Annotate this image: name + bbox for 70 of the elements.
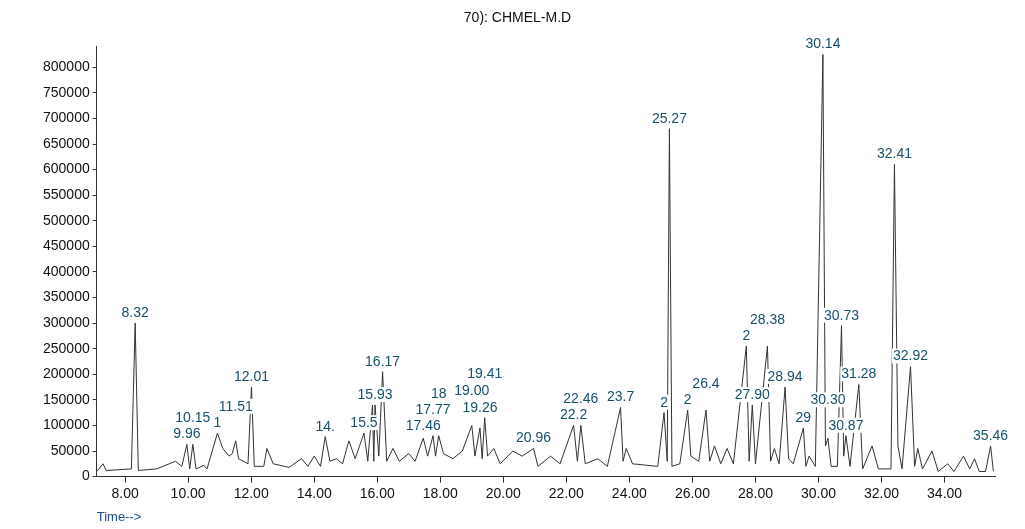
- x-tick-label: 32.00: [864, 484, 900, 501]
- annotation: 1: [213, 413, 222, 430]
- x-tick-label: 30.00: [800, 484, 837, 501]
- annotation: 23.7: [606, 388, 635, 405]
- annotation: 20.96: [516, 429, 552, 446]
- annotation: 15.5: [350, 413, 378, 430]
- annotation: 32.92: [893, 347, 929, 364]
- annotation: 9.96: [173, 425, 201, 442]
- y-tick-label: 400000: [43, 262, 90, 279]
- y-tick-label: 0: [81, 467, 90, 484]
- x-tick-label: 12.00: [233, 484, 269, 501]
- annotation: 31.28: [841, 365, 877, 382]
- annotation: 19.00: [454, 382, 490, 399]
- x-tick-label: 18.00: [422, 484, 458, 501]
- y-tick-label: 150000: [43, 390, 90, 407]
- annotation: 10.15: [175, 409, 211, 426]
- annotation: 17.46: [405, 417, 441, 434]
- x-tick-label: 26.00: [674, 484, 711, 501]
- annotation: 30.30: [810, 391, 846, 408]
- y-tick-label: 550000: [43, 186, 90, 203]
- x-tick-label: 16.00: [359, 484, 395, 501]
- annotation: 2: [683, 390, 692, 407]
- annotation: 18: [430, 384, 447, 401]
- annotation: 19.26: [462, 398, 498, 415]
- annotation: 35.46: [973, 426, 1009, 443]
- annotation: 16.17: [365, 352, 401, 369]
- y-tick-label: 800000: [43, 58, 90, 75]
- chart-title: 70): CHMEL-M.D: [463, 9, 572, 26]
- x-tick-label: 10.00: [170, 484, 206, 501]
- y-tick-label: 650000: [43, 134, 90, 151]
- y-tick-label: 700000: [43, 109, 90, 126]
- y-tick-label: 350000: [43, 288, 90, 305]
- annotation: 29: [795, 408, 812, 425]
- annotation: 2: [742, 326, 751, 343]
- annotation: 32.41: [876, 145, 913, 162]
- annotation: 30.14: [805, 35, 841, 52]
- annotation: 28.94: [767, 367, 803, 384]
- y-tick-label: 600000: [43, 160, 90, 177]
- annotation: 22.2: [559, 406, 588, 423]
- x-tick-label: 8.00: [111, 484, 139, 501]
- y-tick-label: 500000: [43, 211, 90, 228]
- annotation: 8.32: [121, 303, 150, 320]
- x-tick-label: 28.00: [737, 484, 774, 501]
- annotation: 26.4: [692, 374, 720, 391]
- annotation: 2: [660, 393, 669, 410]
- y-tick-label: 750000: [43, 83, 90, 100]
- annotation: 30.73: [823, 306, 860, 323]
- y-tick-label: 450000: [43, 237, 90, 254]
- x-tick-label: 20.00: [485, 484, 522, 501]
- y-tick-label: 50000: [50, 441, 90, 458]
- y-tick-label: 200000: [43, 365, 90, 382]
- annotation: 12.01: [233, 367, 270, 384]
- y-tick-label: 100000: [43, 416, 90, 433]
- annotation: 15.93: [357, 385, 393, 402]
- annotation: 27.90: [734, 385, 771, 402]
- y-tick-label: 250000: [43, 339, 90, 356]
- y-tick-label: 300000: [43, 313, 90, 330]
- x-tick-label: 14.00: [296, 484, 332, 501]
- annotation: 25.27: [651, 109, 688, 126]
- x-tick-label: 34.00: [927, 484, 963, 501]
- annotation: 14.: [315, 417, 335, 434]
- annotation: 30.87: [828, 416, 864, 433]
- annotation: 28.38: [749, 310, 786, 327]
- annotation: 17.77: [415, 400, 451, 417]
- annotation: 11.51: [218, 397, 253, 414]
- x-tick-label: 22.00: [548, 484, 585, 501]
- x-tick-label: 24.00: [611, 484, 648, 501]
- x-axis-title: Time-->: [96, 508, 142, 524]
- annotation: 19.41: [467, 364, 503, 381]
- annotation: 22.46: [563, 390, 599, 407]
